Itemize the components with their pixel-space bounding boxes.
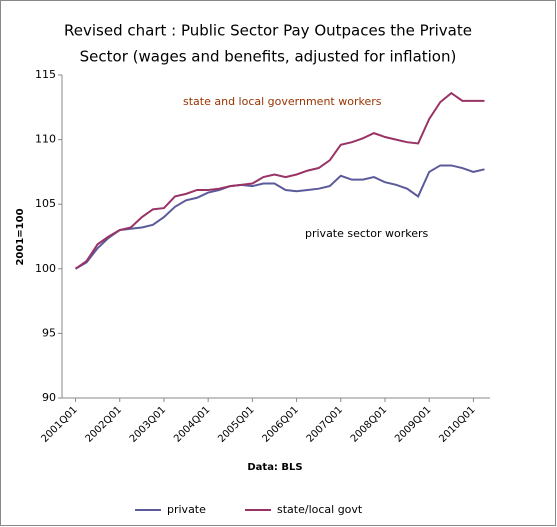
y-tick-label: 100 xyxy=(35,262,56,275)
series-line xyxy=(75,164,485,270)
y-tick-label: 95 xyxy=(42,326,56,339)
y-axis-label: 2001=100 xyxy=(15,208,26,265)
legend-label: private xyxy=(167,503,206,516)
chart-title: Sector (wages and benefits, adjusted for… xyxy=(80,48,457,66)
x-axis-label: Data: BLS xyxy=(247,462,302,473)
legend-label: state/local govt xyxy=(277,503,363,516)
y-tick-label: 115 xyxy=(35,68,56,81)
annotation: state and local government workers xyxy=(183,95,382,108)
chart-title: Revised chart : Public Sector Pay Outpac… xyxy=(64,22,472,40)
y-tick-label: 105 xyxy=(35,197,56,210)
y-tick-label: 110 xyxy=(35,133,56,146)
y-tick-label: 90 xyxy=(42,391,56,404)
series-line xyxy=(74,91,485,270)
annotation: private sector workers xyxy=(305,227,429,240)
